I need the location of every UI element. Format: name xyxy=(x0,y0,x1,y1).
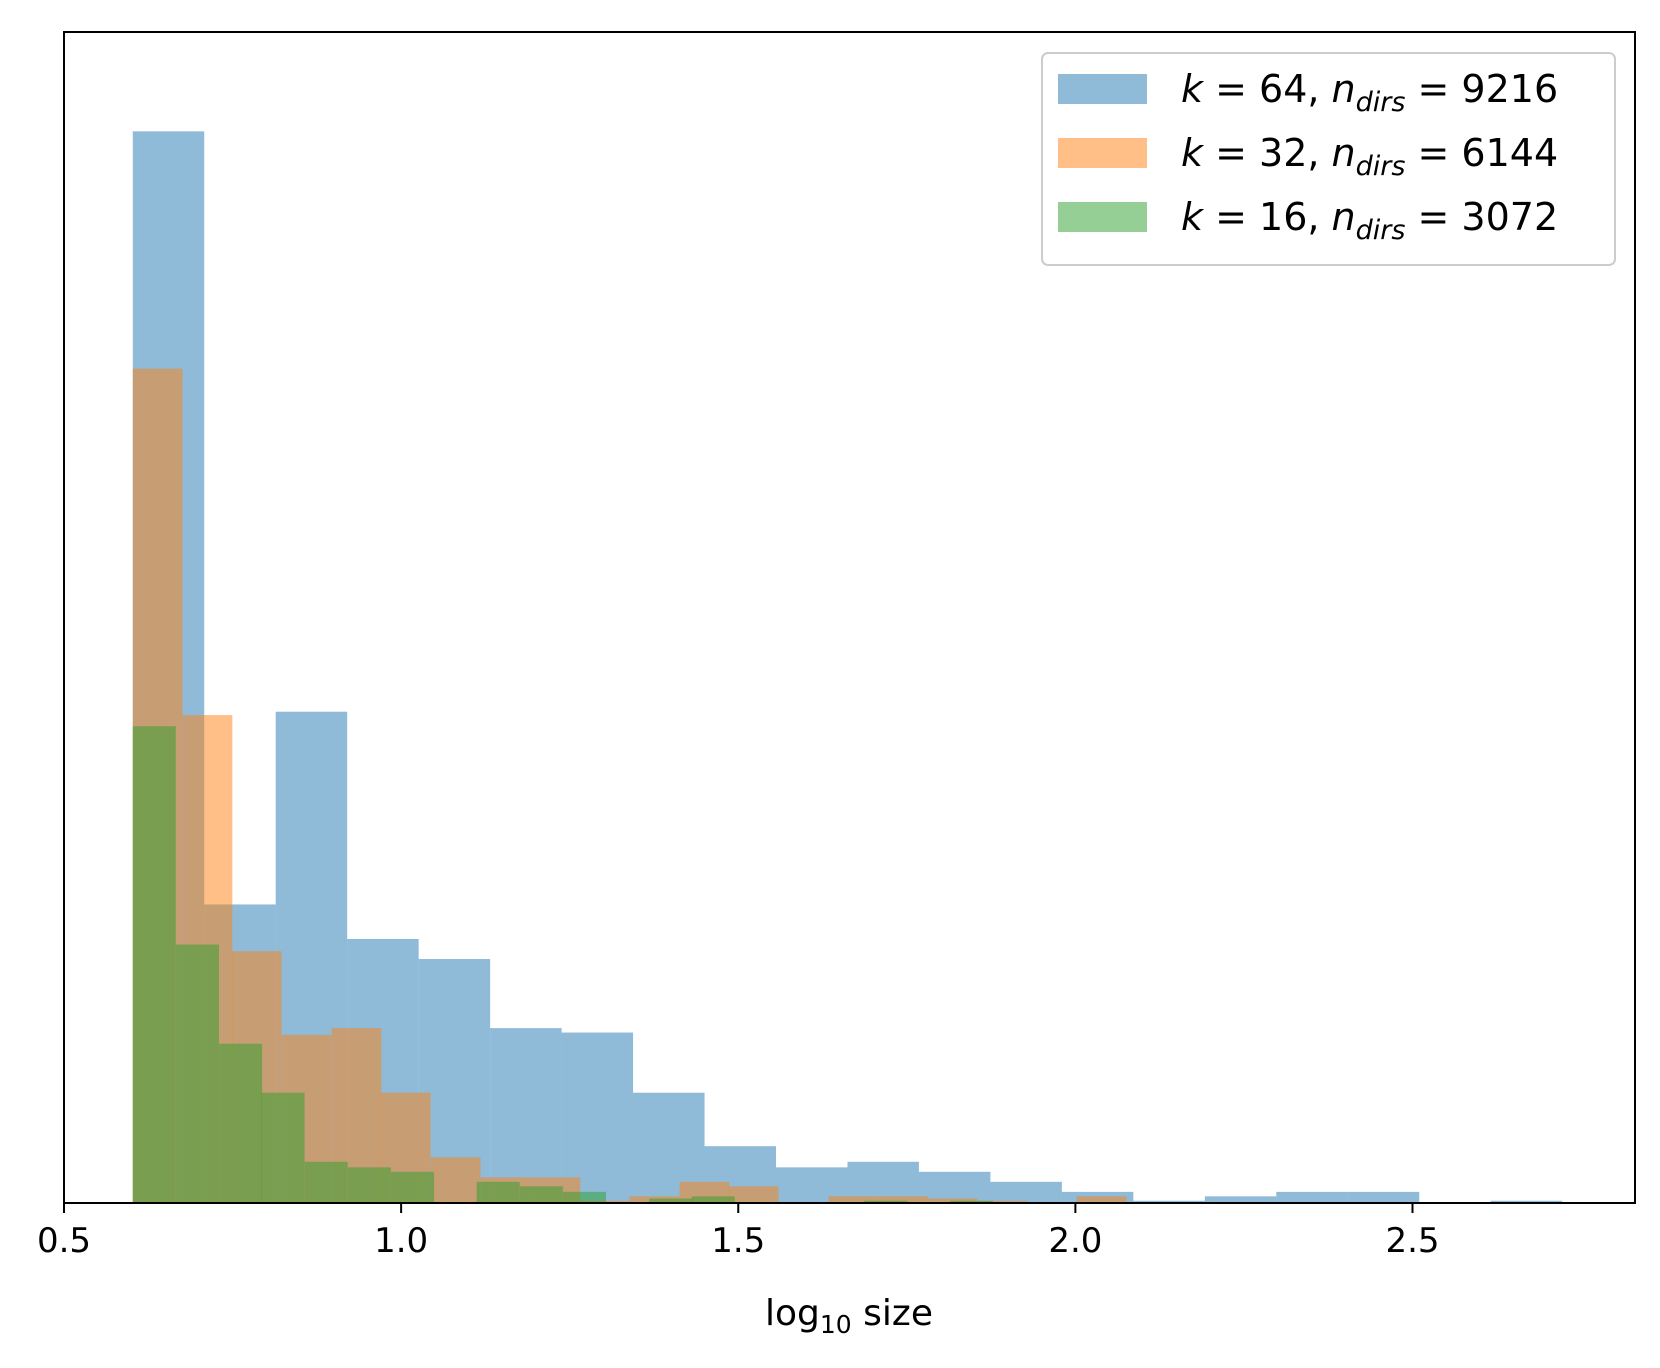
bar-k32-14 xyxy=(828,1196,879,1203)
bar-k16-9 xyxy=(519,1186,563,1203)
legend-label-part-2: n xyxy=(1332,131,1356,175)
bar-k64-19 xyxy=(1490,1200,1563,1203)
legend-label-part-2: n xyxy=(1332,67,1356,111)
bar-k32-15 xyxy=(878,1196,929,1203)
bar-k16-6 xyxy=(391,1171,435,1203)
bar-k64-6 xyxy=(561,1032,634,1203)
bar-k32-12 xyxy=(728,1186,779,1203)
bar-k64-10 xyxy=(847,1161,919,1203)
legend-swatch-k16 xyxy=(1058,202,1147,232)
bar-k64-12 xyxy=(990,1181,1062,1203)
bar-k64-17 xyxy=(1347,1191,1420,1203)
x-tick-label-0: 0.5 xyxy=(37,1221,91,1261)
bar-k16-10 xyxy=(562,1191,606,1203)
legend-label-part-3: dirs xyxy=(1356,151,1406,182)
x-axis-ticks: 0.5 1.0 1.5 2.0 2.5 xyxy=(37,1203,1440,1261)
bar-k16-3 xyxy=(261,1092,305,1203)
legend-label-part-0: k xyxy=(1181,67,1205,111)
bar-k16-13 xyxy=(691,1196,735,1203)
bar-k16-12 xyxy=(649,1198,693,1203)
x-axis-label-rest: size xyxy=(852,1293,933,1334)
x-tick-label-3: 2.0 xyxy=(1048,1221,1102,1261)
legend-label-part-3: dirs xyxy=(1356,87,1406,118)
bar-k64-15 xyxy=(1204,1196,1277,1203)
legend-label-part-1: = 16, xyxy=(1203,195,1332,239)
x-axis-label: log10 size xyxy=(765,1293,933,1339)
legend-swatch-k64 xyxy=(1058,74,1147,104)
legend-label-part-1: = 64, xyxy=(1203,67,1332,111)
legend-label-part-4: = 6144 xyxy=(1405,131,1558,175)
bar-k64-14 xyxy=(1133,1200,1205,1203)
bar-k16-1 xyxy=(175,944,219,1203)
legend-label-part-0: k xyxy=(1181,131,1205,175)
histogram-bars xyxy=(132,131,1563,1204)
legend-label-part-0: k xyxy=(1181,195,1205,239)
legend-frame xyxy=(1041,52,1616,266)
legend-label-part-4: = 3072 xyxy=(1405,195,1558,239)
x-axis-label-main: log xyxy=(765,1293,820,1334)
bar-k16-0 xyxy=(132,726,176,1203)
bar-k32-17 xyxy=(977,1200,1028,1203)
bar-k16-2 xyxy=(219,1043,263,1203)
bar-k32-6 xyxy=(430,1157,481,1203)
bar-k64-5 xyxy=(490,1028,562,1203)
bar-k16-8 xyxy=(476,1181,520,1203)
bar-k64-16 xyxy=(1276,1191,1348,1203)
legend-label-part-4: = 9216 xyxy=(1405,67,1558,111)
bar-k32-19 xyxy=(1076,1196,1127,1203)
x-tick-label-1: 1.0 xyxy=(374,1221,428,1261)
legend-label-k64: k = 64, ndirs = 9216 xyxy=(1181,67,1558,118)
plot-frame xyxy=(63,31,1636,1204)
legend-label-part-2: n xyxy=(1332,195,1356,239)
bar-k64-11 xyxy=(918,1171,991,1203)
bar-k16-17 xyxy=(864,1200,908,1203)
legend-label-k32: k = 32, ndirs = 6144 xyxy=(1181,131,1558,182)
legend-label-part-3: dirs xyxy=(1356,215,1406,246)
legend-label-k16: k = 16, ndirs = 3072 xyxy=(1181,195,1558,246)
bar-k16-4 xyxy=(304,1161,348,1203)
x-tick-label-4: 2.5 xyxy=(1385,1221,1439,1261)
legend-label-part-1: = 32, xyxy=(1203,131,1332,175)
bar-k16-19 xyxy=(949,1200,993,1203)
x-axis-label-subscript: 10 xyxy=(820,1310,852,1339)
legend-swatch-k32 xyxy=(1058,138,1147,168)
bar-k16-5 xyxy=(347,1167,391,1203)
series-16-bars xyxy=(132,726,993,1203)
x-tick-label-2: 1.5 xyxy=(711,1221,765,1261)
